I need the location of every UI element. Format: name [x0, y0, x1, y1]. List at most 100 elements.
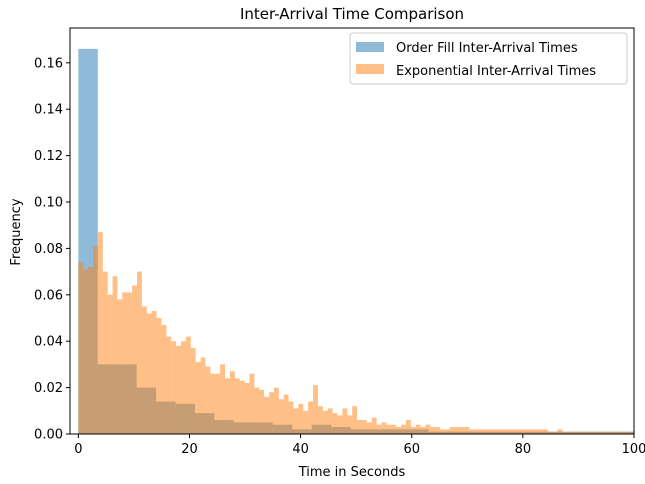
y-tick-label: 0.08 [34, 242, 63, 257]
bar-exponential [557, 429, 563, 434]
bar-exponential [542, 429, 548, 434]
bar-exponential [181, 341, 186, 434]
bar-exponential [254, 387, 260, 434]
bar-exponential [621, 431, 626, 434]
bar-exponential [586, 431, 592, 434]
bar-exponential [161, 324, 167, 434]
bar-exponential [528, 429, 534, 434]
bar-exponential [469, 429, 475, 434]
legend: Order Fill Inter-Arrival Times Exponenti… [349, 32, 628, 85]
bar-exponential [234, 378, 240, 434]
bar-exponential [332, 413, 338, 434]
bar-exponential [195, 362, 201, 434]
bar-exponential [347, 415, 353, 434]
bar-exponential [137, 271, 142, 434]
bar-exponential [376, 424, 382, 434]
y-tick-label: 0.16 [34, 56, 63, 71]
x-tick-label: 80 [515, 442, 532, 457]
chart-title: Inter-Arrival Time Comparison [240, 5, 464, 23]
bar-exponential [508, 429, 514, 434]
bar-exponential [581, 431, 587, 434]
bar-exponential [464, 427, 470, 434]
bar-exponential [171, 341, 177, 434]
bar-exponential [567, 431, 573, 434]
bar-exponential [239, 380, 245, 434]
y-tick-label: 0.04 [34, 335, 63, 350]
y-tick-label: 0.10 [34, 196, 63, 211]
bar-exponential [361, 420, 367, 434]
bar-exponential [577, 431, 582, 434]
bar-exponential [273, 387, 279, 434]
bar-exponential [435, 427, 441, 434]
bar-exponential [88, 266, 94, 434]
bar-exponential [298, 403, 304, 434]
y-tick-label: 0.14 [34, 103, 63, 118]
legend-label-exponential: Exponential Inter-Arrival Times [396, 64, 596, 79]
bar-exponential [322, 410, 328, 434]
x-tick-label: 40 [292, 442, 309, 457]
bar-exponential [225, 378, 230, 434]
bar-exponential [220, 364, 226, 434]
bar-exponential [371, 417, 377, 434]
bar-exponential [352, 406, 358, 434]
bar-exponential [562, 431, 568, 434]
y-tick-label: 0.02 [34, 381, 63, 396]
bar-exponential [205, 366, 211, 434]
bar-exponential [127, 292, 133, 434]
bar-exponential [616, 431, 622, 434]
bar-exponential [601, 431, 607, 434]
bar-exponential [132, 285, 138, 434]
bar-exponential [210, 373, 216, 434]
bar-exponential [283, 394, 289, 434]
y-tick-label: 0.00 [34, 428, 63, 443]
bar-exponential [596, 431, 602, 434]
x-axis-label: Time in Seconds [298, 465, 406, 480]
bar-exponential [503, 429, 509, 434]
bar-exponential [498, 429, 504, 434]
bar-exponential [630, 431, 634, 434]
plot-area [69, 27, 635, 435]
bar-exponential [259, 389, 265, 434]
bar-exponential [479, 429, 485, 434]
bar-exponential [381, 422, 387, 434]
bar-exponential [337, 415, 343, 434]
bar-exponential [396, 427, 402, 434]
bar-exponential [552, 431, 558, 434]
bar-exponential [415, 424, 421, 434]
bar-exponential [357, 420, 362, 434]
bar-exponential [93, 246, 98, 434]
bar-exponential [185, 336, 191, 434]
bar-exponential [425, 424, 431, 434]
bar-exponential [83, 269, 89, 434]
bar-exponential [493, 429, 499, 434]
bar-exponential [190, 348, 196, 434]
bar-exponential [166, 336, 172, 434]
bar-exponential [308, 401, 314, 434]
legend-label-order-fill: Order Fill Inter-Arrival Times [396, 41, 578, 56]
bar-exponential [440, 429, 446, 434]
bar-exponential [420, 427, 426, 434]
bar-exponential [537, 429, 543, 434]
bar-exponential [146, 313, 152, 434]
x-tick-label: 100 [622, 442, 645, 457]
bar-exponential [215, 373, 221, 434]
bar-exponential [303, 410, 309, 434]
y-tick-label: 0.12 [34, 149, 63, 164]
bar-exponential [533, 429, 538, 434]
bar-exponential [611, 431, 617, 434]
bar-exponential [513, 429, 519, 434]
bar-exponential [122, 292, 128, 434]
bar-exponential [449, 427, 455, 434]
bar-exponential [366, 422, 372, 434]
bar-exponential [78, 262, 84, 434]
bar-exponential [112, 276, 118, 434]
bar-exponential [391, 424, 397, 434]
bar-exponential [454, 427, 460, 434]
bar-exponential [288, 401, 294, 434]
bar-exponential [97, 232, 103, 434]
bar-exponential [293, 408, 299, 434]
y-tick-label: 0.06 [34, 288, 63, 303]
x-tick-label: 0 [74, 442, 82, 457]
x-tick-label: 20 [181, 442, 198, 457]
